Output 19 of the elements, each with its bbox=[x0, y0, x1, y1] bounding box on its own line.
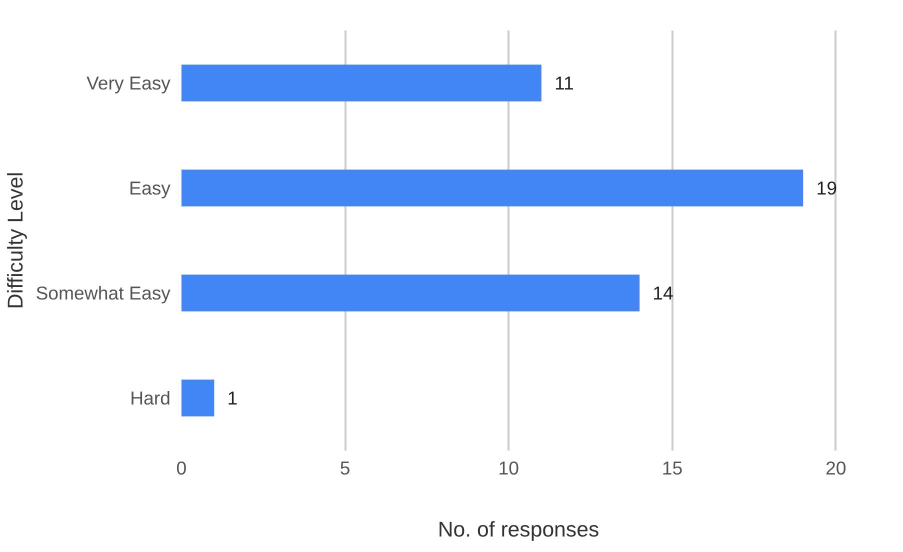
data-label: 11 bbox=[554, 72, 574, 94]
data-label: 14 bbox=[652, 282, 674, 304]
x-tick-label: 5 bbox=[340, 458, 350, 478]
x-axis-title: No. of responses bbox=[438, 518, 600, 542]
bar bbox=[182, 170, 804, 206]
x-tick-label: 15 bbox=[662, 458, 683, 478]
data-label: 19 bbox=[816, 178, 838, 198]
y-tick-label: Very Easy bbox=[86, 72, 172, 94]
x-tick-label: 0 bbox=[176, 458, 187, 478]
bar bbox=[182, 64, 542, 102]
data-label: 1 bbox=[227, 388, 238, 408]
x-tick-label: 20 bbox=[825, 458, 846, 478]
y-tick-label: Hard bbox=[130, 388, 170, 408]
bar bbox=[182, 274, 640, 312]
x-tick-label: 10 bbox=[498, 458, 520, 478]
y-axis-title: Difficulty Level bbox=[4, 172, 28, 310]
y-tick-label: Somewhat Easy bbox=[36, 282, 172, 304]
y-tick-label: Easy bbox=[129, 178, 172, 198]
bar bbox=[182, 380, 214, 416]
